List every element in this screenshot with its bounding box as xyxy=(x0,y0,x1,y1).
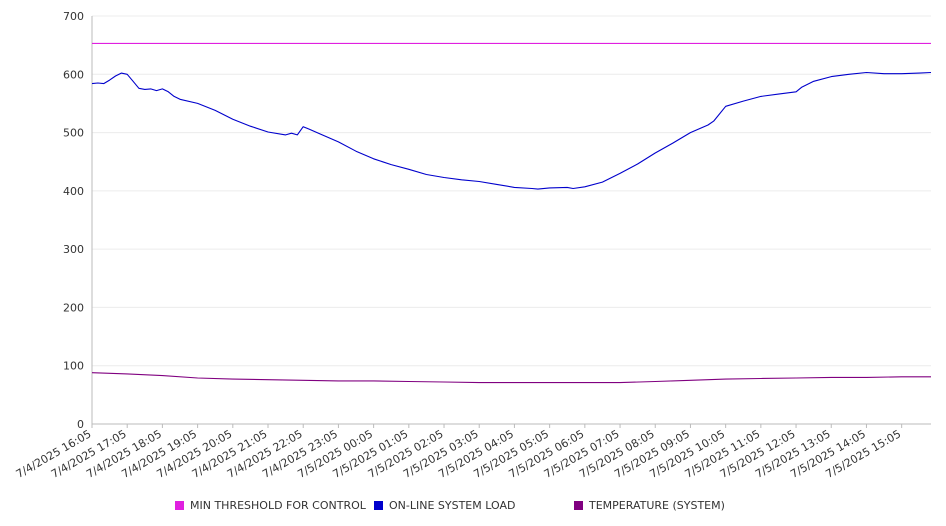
legend-swatch-temperature xyxy=(574,501,583,510)
series-line-temperature xyxy=(91,372,931,384)
legend-item-system-load[interactable]: ON-LINE SYSTEM LOAD xyxy=(374,499,515,512)
y-tick-label: 400 xyxy=(63,185,84,198)
y-tick-label: 200 xyxy=(63,301,84,314)
legend-item-temperature[interactable]: TEMPERATURE (SYSTEM) xyxy=(574,499,725,512)
y-tick-label: 700 xyxy=(63,10,84,23)
legend-label-system-load: ON-LINE SYSTEM LOAD xyxy=(389,499,516,512)
legend-item-min-threshold[interactable]: MIN THRESHOLD FOR CONTROL xyxy=(175,499,366,512)
legend-label-min-threshold: MIN THRESHOLD FOR CONTROL xyxy=(190,499,366,512)
legend-swatch-min-threshold xyxy=(175,501,184,510)
y-tick-label: 500 xyxy=(63,127,84,140)
series-line-system-load xyxy=(91,71,932,190)
legend-swatch-system-load xyxy=(374,501,383,510)
y-tick-label: 300 xyxy=(63,243,84,256)
chart-legend: MIN THRESHOLD FOR CONTROL ON-LINE SYSTEM… xyxy=(0,499,946,513)
y-tick-label: 600 xyxy=(63,68,84,81)
y-tick-label: 100 xyxy=(63,360,84,373)
y-tick-label: 0 xyxy=(77,418,84,431)
legend-label-temperature: TEMPERATURE (SYSTEM) xyxy=(589,499,725,512)
